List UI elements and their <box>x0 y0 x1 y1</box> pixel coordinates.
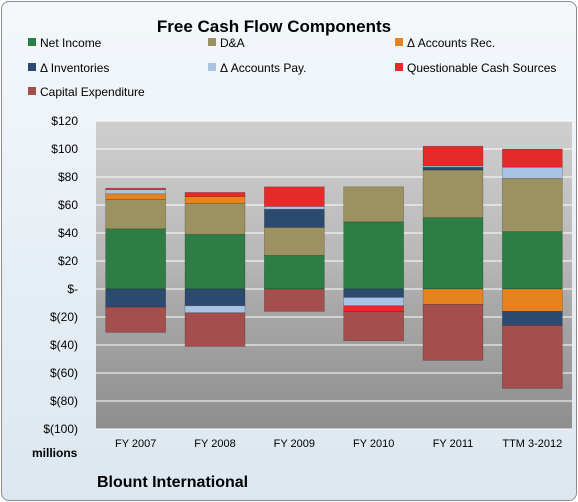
bar-segment <box>501 178 563 232</box>
legend-item: Δ Inventories <box>28 61 109 75</box>
bar-segment <box>105 288 167 308</box>
x-tick-label: FY 2011 <box>433 438 474 450</box>
bar-segment <box>501 166 563 179</box>
y-tick-label: $80 <box>58 170 78 184</box>
legend-swatch <box>395 38 403 46</box>
bar-segment <box>501 148 563 168</box>
company-label: Blount International <box>97 474 248 491</box>
bar-segment <box>343 311 405 342</box>
x-tick-label: FY 2010 <box>353 438 394 450</box>
bar-stacks <box>105 145 563 389</box>
y-tick-label: $- <box>67 282 78 296</box>
bar-segment <box>263 206 325 210</box>
bar-segment <box>184 203 246 235</box>
legend-item: Δ Accounts Pay. <box>208 61 307 75</box>
y-tick-label: $(20) <box>50 310 78 324</box>
bar-segment <box>422 288 484 305</box>
bar-segment <box>501 325 563 389</box>
bar-stack <box>501 148 563 389</box>
bar-segment <box>501 311 563 326</box>
x-tick-label: FY 2007 <box>115 438 156 450</box>
chart-title: Free Cash Flow Components <box>157 17 391 36</box>
y-tick-label: $100 <box>51 142 78 156</box>
plot-area <box>96 121 572 429</box>
bar-segment <box>343 288 405 298</box>
bar-segment <box>105 187 167 190</box>
y-tick-label: $(40) <box>50 338 78 352</box>
bar-segment <box>263 288 325 312</box>
legend-label: D&A <box>220 36 245 50</box>
bar-segment <box>184 305 246 314</box>
legend-label: Capital Expenditure <box>40 85 145 99</box>
legend-swatch <box>208 38 216 46</box>
y-tick-label: $40 <box>58 226 78 240</box>
legend-label: Δ Accounts Rec. <box>407 36 495 50</box>
legend-label: Δ Inventories <box>40 61 109 75</box>
legend-swatch <box>28 87 36 95</box>
bar-segment <box>343 186 405 223</box>
legend-swatch <box>208 63 216 71</box>
bar-segment <box>422 145 484 167</box>
bar-segment <box>184 234 246 290</box>
bar-segment <box>501 231 563 290</box>
bar-segment <box>184 312 246 347</box>
legend-swatch <box>28 38 36 46</box>
y-tick-label: $60 <box>58 198 78 212</box>
bar-segment <box>422 166 484 171</box>
bar-segment <box>422 304 484 361</box>
bar-segment <box>105 228 167 290</box>
legend-item: Net Income <box>28 36 102 50</box>
bar-segment <box>105 199 167 230</box>
bar-segment <box>184 196 246 204</box>
legend-item: Questionable Cash Sources <box>395 61 556 75</box>
legend-label: Questionable Cash Sources <box>407 61 556 75</box>
bar-segment <box>105 306 167 333</box>
y-tick-label: $(60) <box>50 366 78 380</box>
bar-stack <box>343 186 405 342</box>
legend-label: Net Income <box>40 36 102 50</box>
bar-segment <box>422 169 484 218</box>
legend-item: Δ Accounts Rec. <box>395 36 495 50</box>
y-tick-label: $(100) <box>43 422 78 436</box>
bar-segment <box>343 297 405 307</box>
y-tick-label: $120 <box>51 114 78 128</box>
y-tick-label: $20 <box>58 254 78 268</box>
bar-stack <box>105 187 167 333</box>
legend-item: Capital Expenditure <box>28 85 145 99</box>
bar-segment <box>184 288 246 307</box>
bar-segment <box>422 217 484 290</box>
bar-stack <box>184 192 246 347</box>
bar-segment <box>263 186 325 207</box>
bar-segment <box>343 221 405 290</box>
bar-stack <box>263 186 325 312</box>
bar-segment <box>263 255 325 290</box>
bar-segment <box>105 189 167 195</box>
bar-segment <box>263 227 325 256</box>
legend-swatch <box>28 63 36 71</box>
unit-label: millions <box>32 446 78 460</box>
bar-segment <box>343 305 405 312</box>
legend-swatch <box>395 63 403 71</box>
legend-label: Δ Accounts Pay. <box>220 61 307 75</box>
x-tick-label: FY 2008 <box>194 438 235 450</box>
legend-item: D&A <box>208 36 245 50</box>
bar-segment <box>184 192 246 197</box>
y-tick-label: $(80) <box>50 394 78 408</box>
legend: Net Income D&A Δ Accounts Rec. Δ Inventorie… <box>28 36 556 99</box>
bar-segment <box>501 288 563 312</box>
gridlines <box>96 120 572 430</box>
x-axis: FY 2007 FY 2008 FY 2009 FY 2010 FY 2011 TTM 3… <box>115 438 562 450</box>
x-tick-label: TTM 3-2012 <box>502 438 562 450</box>
bar-segment <box>263 208 325 228</box>
y-axis: $120 $100 $80 $60 $40 $20 $- $(20) $(40) $(60) $(8… <box>43 114 78 436</box>
x-tick-label: FY 2009 <box>274 438 315 450</box>
bar-stack <box>422 145 484 361</box>
bar-segment <box>105 193 167 200</box>
